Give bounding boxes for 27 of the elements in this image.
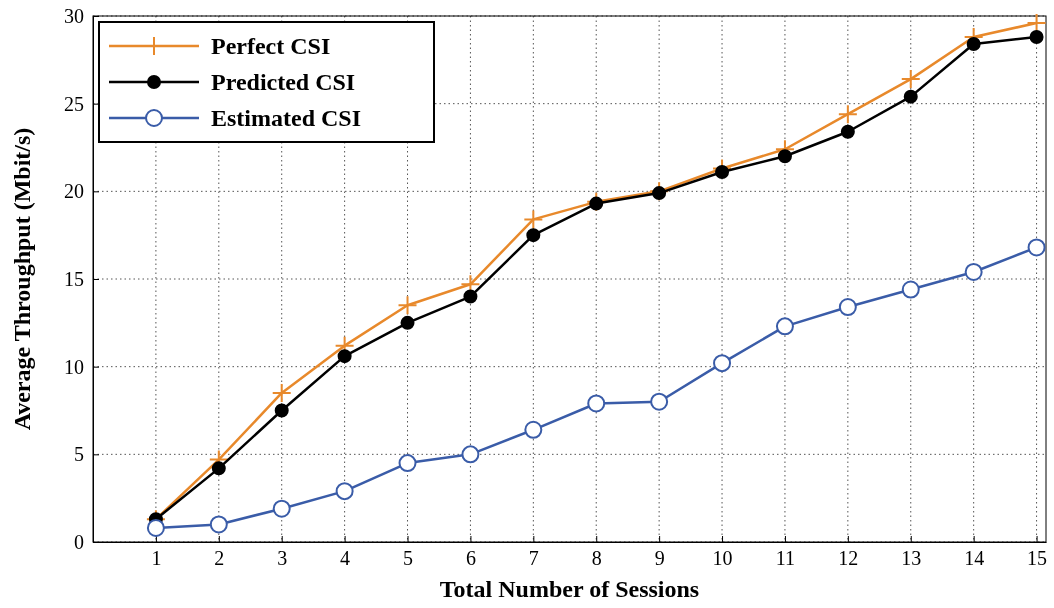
x-tick-label: 1 <box>151 547 162 570</box>
legend-label: Perfect CSI <box>211 33 331 59</box>
y-tick-label: 5 <box>74 443 84 466</box>
y-tick-label: 25 <box>64 92 84 115</box>
x-axis-title: Total Number of Sessions <box>439 576 700 602</box>
x-tick-label: 9 <box>654 547 665 570</box>
x-tick-label: 13 <box>901 547 922 570</box>
x-tick-label: 3 <box>277 547 288 570</box>
x-tick-label: 7 <box>528 547 539 570</box>
x-tick-label: 6 <box>465 547 476 570</box>
x-tick-label: 2 <box>214 547 225 570</box>
x-tick-label: 12 <box>838 547 859 570</box>
y-tick-label: 20 <box>64 180 84 203</box>
y-tick-label: 0 <box>74 530 84 553</box>
legend-label: Predicted CSI <box>211 69 356 95</box>
x-tick-label: 5 <box>403 547 414 570</box>
x-tick-label: 8 <box>591 547 602 570</box>
x-tick-label: 4 <box>340 547 351 570</box>
x-tick-label: 14 <box>964 547 985 570</box>
y-tick-label: 15 <box>64 267 84 290</box>
x-tick-label: 10 <box>712 547 733 570</box>
y-tick-label: 30 <box>64 4 84 27</box>
x-tick-label: 11 <box>775 547 796 570</box>
y-axis-title: Average Throughput (Mbit/s) <box>9 127 35 431</box>
y-tick-label: 10 <box>64 355 84 378</box>
legend-label: Estimated CSI <box>211 105 362 131</box>
x-tick-label: 15 <box>1027 547 1048 570</box>
